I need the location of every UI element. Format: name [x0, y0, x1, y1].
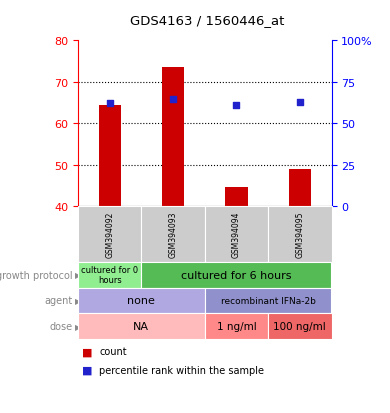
Text: ▶: ▶: [75, 296, 81, 305]
Text: ▶: ▶: [75, 322, 81, 331]
Text: 1 ng/ml: 1 ng/ml: [216, 321, 256, 331]
Point: [106, 100, 113, 107]
Text: ▶: ▶: [75, 271, 81, 280]
Text: count: count: [99, 347, 127, 356]
Text: GDS4163 / 1560446_at: GDS4163 / 1560446_at: [129, 14, 284, 27]
Bar: [289, 169, 311, 206]
Text: NA: NA: [133, 321, 149, 331]
Text: 100 ng/ml: 100 ng/ml: [273, 321, 326, 331]
Text: agent: agent: [44, 296, 72, 306]
Text: none: none: [128, 296, 155, 306]
Text: ■: ■: [82, 365, 92, 375]
Text: GSM394095: GSM394095: [295, 211, 304, 258]
Bar: [225, 188, 248, 206]
Bar: [162, 68, 184, 206]
Bar: [99, 105, 121, 206]
Text: growth protocol: growth protocol: [0, 270, 72, 280]
Text: GSM394092: GSM394092: [105, 211, 114, 258]
Text: GSM394094: GSM394094: [232, 211, 241, 258]
Text: dose: dose: [49, 321, 72, 331]
Text: cultured for 6 hours: cultured for 6 hours: [181, 270, 292, 280]
Text: GSM394093: GSM394093: [168, 211, 177, 258]
Point: [170, 97, 176, 103]
Text: recombinant IFNa-2b: recombinant IFNa-2b: [221, 296, 316, 305]
Point: [297, 99, 303, 106]
Text: ■: ■: [82, 347, 92, 356]
Text: percentile rank within the sample: percentile rank within the sample: [99, 365, 264, 375]
Text: cultured for 0
hours: cultured for 0 hours: [81, 266, 138, 285]
Point: [233, 102, 239, 109]
